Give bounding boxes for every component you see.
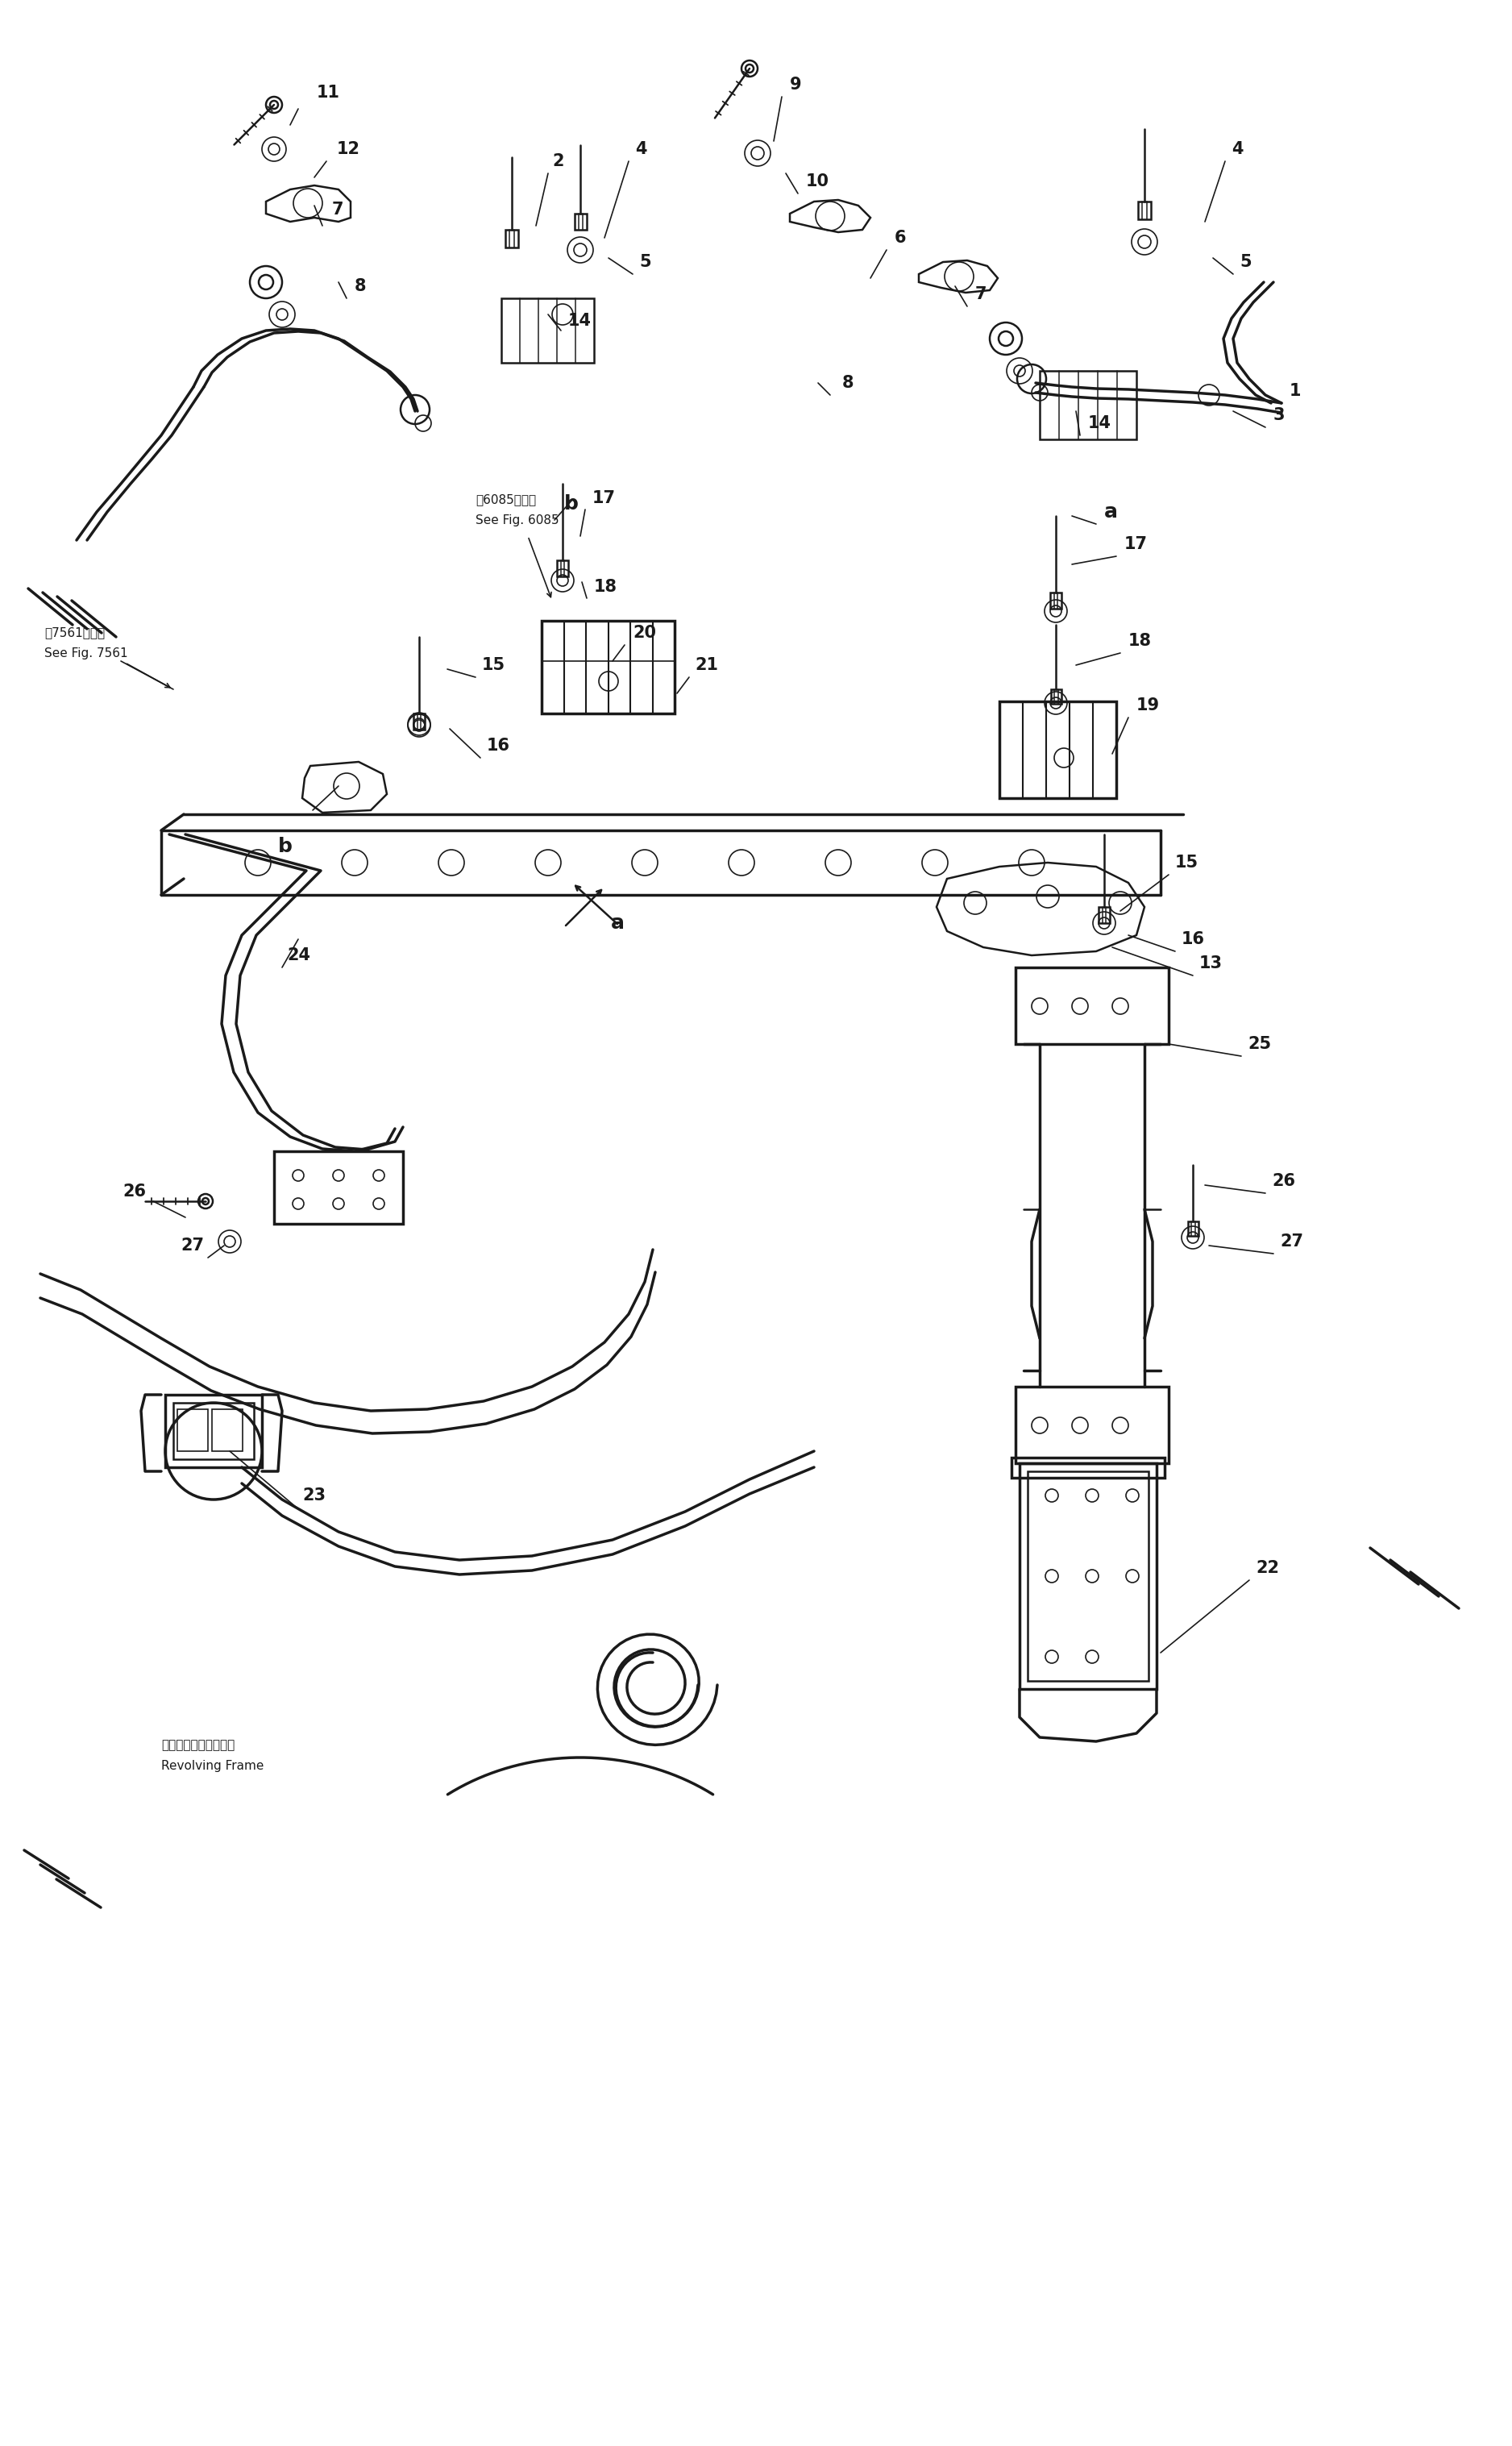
Bar [165, 1394, 262, 1468]
Text: 18: 18 [594, 580, 617, 594]
Text: 17: 17 [593, 489, 615, 506]
Text: See Fig. 7561: See Fig. 7561 [44, 648, 129, 658]
Text: 23: 23 [302, 1487, 325, 1504]
Bar [212, 1409, 242, 1450]
Bar [1016, 1387, 1169, 1463]
Text: 14: 14 [569, 313, 591, 328]
Text: 22: 22 [1255, 1561, 1279, 1575]
Bar [502, 298, 594, 362]
Text: Revolving Frame: Revolving Frame [162, 1759, 265, 1771]
Text: See Fig. 6085: See Fig. 6085 [475, 514, 559, 526]
Bar [413, 714, 425, 729]
Text: 7: 7 [975, 286, 987, 303]
Text: 2: 2 [552, 154, 564, 169]
Text: 13: 13 [1199, 956, 1223, 971]
Bar [1019, 1463, 1157, 1690]
Text: 15: 15 [482, 658, 505, 673]
Bar [1139, 201, 1151, 220]
Bar [1028, 1472, 1149, 1680]
Text: 4: 4 [1231, 142, 1243, 157]
Text: b: b [564, 494, 579, 514]
Text: 18: 18 [1128, 634, 1152, 648]
Text: 27: 27 [1279, 1233, 1303, 1250]
Text: 17: 17 [1125, 536, 1148, 553]
Bar [505, 230, 519, 247]
Bar [1051, 690, 1061, 704]
Text: 第6085図参照: 第6085図参照 [475, 494, 537, 506]
Bar [174, 1404, 254, 1460]
Text: 5: 5 [1240, 254, 1252, 269]
Text: a: a [1104, 501, 1117, 521]
Text: 25: 25 [1247, 1037, 1272, 1052]
Text: 20: 20 [632, 624, 656, 641]
Bar [177, 1409, 209, 1450]
Text: 8: 8 [355, 279, 366, 294]
Text: 16: 16 [1181, 932, 1205, 947]
Text: 1: 1 [1290, 384, 1302, 399]
Text: 26: 26 [1272, 1174, 1296, 1189]
Text: 19: 19 [1137, 697, 1160, 714]
Text: 16: 16 [487, 739, 510, 753]
Bar [1188, 1221, 1199, 1235]
Bar [999, 702, 1116, 797]
Bar [274, 1152, 404, 1223]
Bar [575, 213, 587, 230]
Bar [1051, 592, 1061, 609]
Bar [1012, 1458, 1164, 1477]
Text: 第7561図参照: 第7561図参照 [44, 626, 104, 638]
Text: 4: 4 [635, 142, 647, 157]
Text: レボルビングフレーム: レボルビングフレーム [162, 1739, 234, 1751]
Text: a: a [611, 912, 624, 932]
Text: 15: 15 [1175, 854, 1199, 871]
Text: 21: 21 [694, 658, 718, 673]
Text: 26: 26 [122, 1184, 145, 1199]
Bar [541, 621, 674, 714]
Bar [1016, 969, 1169, 1044]
Text: 5: 5 [640, 254, 652, 269]
Text: 27: 27 [180, 1238, 204, 1255]
Bar [1040, 372, 1137, 440]
Text: 9: 9 [789, 76, 801, 93]
Text: b: b [278, 837, 292, 856]
Text: 24: 24 [287, 947, 310, 964]
Text: 3: 3 [1273, 406, 1285, 423]
Text: 8: 8 [842, 374, 854, 391]
Text: 11: 11 [316, 86, 340, 100]
Text: 12: 12 [337, 142, 360, 157]
Bar [556, 560, 569, 577]
Text: 10: 10 [806, 174, 830, 188]
Text: 14: 14 [1089, 416, 1111, 430]
Text: 6: 6 [895, 230, 906, 247]
Bar [1099, 907, 1110, 922]
Text: 7: 7 [333, 201, 343, 218]
